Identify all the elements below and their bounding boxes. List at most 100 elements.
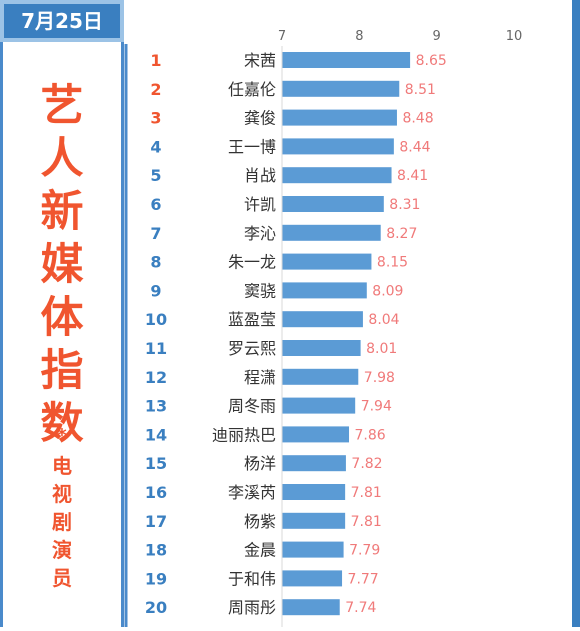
value-label: 7.74 (345, 600, 376, 616)
bar (282, 80, 400, 97)
rank-label: 1 (150, 51, 161, 70)
rank-label: 12 (145, 368, 167, 387)
bar (282, 512, 346, 529)
value-label: 8.15 (377, 255, 408, 271)
subtitle-char: 视 (52, 482, 72, 506)
rank-label: 3 (150, 109, 161, 128)
category-label: 于和伟 (228, 569, 276, 588)
title-asterisk: * (57, 425, 67, 446)
subtitle-char: 电 (52, 454, 72, 478)
category-label: 杨洋 (244, 454, 276, 473)
rank-label: 18 (145, 541, 167, 560)
rank-label: 19 (145, 569, 167, 588)
bar (282, 311, 363, 328)
bar (282, 570, 343, 587)
value-label: 8.09 (372, 283, 403, 299)
value-label: 8.41 (397, 168, 428, 184)
value-label: 8.48 (402, 111, 433, 127)
subtitle-char: 剧 (52, 510, 72, 534)
bar (282, 484, 346, 500)
x-tick-label: 9 (433, 29, 441, 44)
category-label: 窦骁 (244, 281, 276, 300)
value-label: 7.94 (361, 399, 392, 415)
rank-label: 13 (145, 397, 167, 416)
category-label: 金晨 (244, 541, 276, 560)
bar (282, 599, 340, 616)
bar (282, 224, 381, 241)
title-char: 人 (40, 134, 84, 184)
bar-chart: 7 8 9 10 1 宋茜 8.65 2 任嘉伦 8.51 3 龚俊 8.48 4 王一博 8.44 5 肖战 8.… (124, 29, 523, 627)
right-edge-bar (572, 0, 580, 627)
chart-title: 艺人新媒体指数 (35, 80, 89, 451)
value-label: 7.79 (349, 543, 380, 559)
category-label: 程潇 (244, 368, 276, 387)
bar (282, 109, 397, 126)
value-label: 7.81 (351, 514, 382, 530)
rank-label: 7 (150, 224, 161, 243)
title-char: 指 (40, 346, 84, 396)
value-label: 8.65 (416, 53, 447, 69)
value-label: 7.77 (348, 571, 379, 587)
value-label: 8.01 (366, 341, 397, 357)
rank-label: 2 (150, 80, 161, 99)
category-label: 朱一龙 (228, 253, 276, 272)
category-label: 王一博 (228, 137, 276, 156)
rank-label: 20 (145, 598, 167, 617)
category-label: 宋茜 (244, 51, 276, 70)
bar (282, 340, 361, 356)
bar (282, 282, 367, 299)
value-label: 7.86 (355, 427, 386, 443)
chart-area: 7 8 9 10 1 宋茜 8.65 2 任嘉伦 8.51 3 龚俊 8.48 4 王一博 8.44 5 肖战 8.… (124, 0, 580, 627)
x-tick-label: 7 (278, 29, 286, 44)
rank-label: 15 (145, 454, 167, 473)
bar (282, 167, 392, 184)
rank-label: 5 (150, 166, 161, 185)
category-label: 迪丽热巴 (212, 425, 276, 444)
rank-label: 17 (145, 512, 167, 531)
category-label: 罗云熙 (228, 339, 276, 358)
category-label: 杨紫 (244, 512, 276, 531)
bar (282, 253, 372, 270)
title-char: 艺 (40, 81, 84, 131)
rank-label: 10 (145, 310, 167, 329)
category-label: 许凯 (244, 195, 276, 214)
value-label: 7.81 (351, 485, 382, 501)
bar (282, 368, 359, 385)
category-label: 任嘉伦 (228, 80, 276, 99)
subtitle-char: 员 (52, 566, 72, 590)
title-char: 新 (40, 187, 84, 237)
date-badge: 7月25日 (0, 0, 124, 42)
subtitle-char: 演 (52, 538, 72, 562)
chart-subtitle: 电视剧演员 (47, 452, 77, 592)
category-label: 肖战 (244, 166, 276, 185)
category-label: 李沁 (244, 224, 276, 243)
x-tick-label: 8 (355, 29, 363, 44)
category-label: 周雨彤 (228, 598, 276, 617)
rank-label: 14 (145, 425, 167, 444)
value-label: 7.98 (364, 370, 395, 386)
value-label: 8.27 (386, 226, 417, 242)
rank-label: 16 (145, 483, 167, 502)
rank-label: 6 (150, 195, 161, 214)
bar (282, 455, 346, 472)
rank-label: 9 (150, 281, 161, 300)
rank-label: 8 (150, 253, 161, 272)
value-label: 8.44 (399, 139, 430, 155)
category-label: 周冬雨 (228, 397, 276, 416)
title-char: 数 (40, 399, 84, 449)
rank-label: 4 (150, 137, 161, 156)
bar (282, 541, 344, 558)
title-char: 媒 (40, 240, 84, 290)
bar (282, 397, 356, 414)
value-label: 7.82 (351, 456, 382, 472)
category-label: 龚俊 (244, 109, 276, 128)
x-tick-label: 10 (506, 29, 523, 44)
value-label: 8.31 (389, 197, 420, 213)
bar (282, 138, 394, 155)
title-char: 体 (40, 293, 84, 343)
bar (282, 426, 350, 443)
bar (282, 52, 411, 68)
bar (282, 196, 384, 212)
rank-label: 11 (145, 339, 167, 358)
category-label: 李溪芮 (228, 483, 276, 502)
